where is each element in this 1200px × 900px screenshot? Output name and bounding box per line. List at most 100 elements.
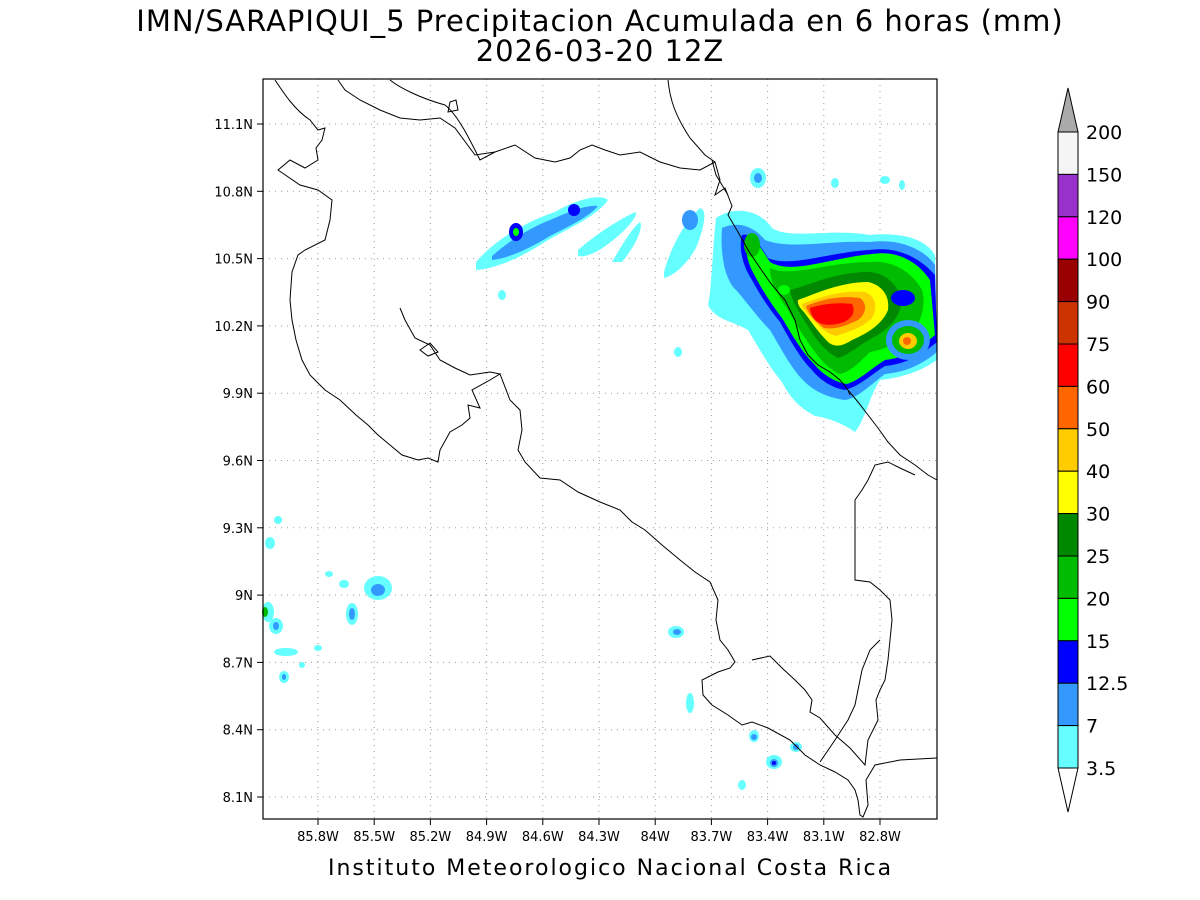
colorbar-swatch: [1057, 216, 1079, 260]
colorbar-label: 40: [1086, 461, 1110, 483]
golfo-dulce: [751, 461, 916, 767]
lon-tick-label: 82.8W: [859, 830, 901, 845]
rain-spot-p12: [299, 662, 305, 668]
lat-tick-label: 11.1N: [214, 118, 253, 133]
pacific-coast: [499, 373, 938, 818]
colorbar-swatch: [1057, 385, 1079, 430]
rain-cell-east-peak: [903, 337, 911, 345]
map-gridlines: [263, 79, 937, 819]
rain-spot-b: [674, 347, 682, 357]
rain-spot-p3: [339, 580, 349, 588]
rain-spot-s3-inner: [751, 734, 757, 740]
lat-tick-label: 9.9N: [223, 387, 253, 402]
rain-spot-s1-inner: [673, 629, 681, 635]
colorbar-label: 25: [1086, 546, 1110, 568]
rain-spot-f: [899, 180, 905, 190]
rain-spot-s4-core: [772, 761, 776, 765]
nicaragua-border-coast: [274, 79, 502, 463]
colorbar-label: 75: [1086, 334, 1110, 356]
rain-system-caribbean: [708, 210, 937, 432]
rain-spot-p8-inner: [282, 674, 286, 680]
lon-tick-label: 83.1W: [803, 830, 845, 845]
lat-tick-label: 8.7N: [223, 656, 253, 671]
rain-spot-p6-inner: [273, 622, 279, 630]
lon-tick-label: 84.6W: [522, 830, 564, 845]
lon-tick-label: 84.9W: [466, 830, 508, 845]
colorbar-swatch: [1057, 513, 1079, 557]
colorbar-label: 30: [1086, 504, 1110, 526]
lat-tick-label: 8.1N: [223, 791, 253, 806]
colorbar-label: 120: [1086, 207, 1122, 229]
lon-tick-label: 84.3W: [578, 830, 620, 845]
rain-spot-s5-inner: [793, 744, 799, 750]
nicaragua-cr-border: [667, 79, 716, 163]
colorbar-bottom-arrow: [1057, 767, 1079, 813]
coastlines: [274, 79, 938, 818]
cr-panama-border-north: [847, 389, 851, 396]
colorbar-top-arrow: [1057, 87, 1079, 133]
colorbar-swatch: [1057, 131, 1079, 175]
rain-contour-60: [810, 303, 854, 325]
lat-tick-label: 8.4N: [223, 724, 253, 739]
lon-tick-label: 84W: [640, 830, 670, 845]
colorbar-swatch: [1057, 470, 1079, 515]
longitude-axis: 85.8W 85.5W 85.2W 84.9W 84.6W 84.3W 84W 83.7W 83…: [297, 819, 901, 845]
precipitation-field: [262, 168, 937, 790]
lon-tick-label: 85.5W: [353, 830, 395, 845]
chart-subtitle-datetime: 2026-03-20 12Z: [475, 34, 725, 68]
colorbar-label: 90: [1086, 292, 1110, 314]
rain-spot-p9: [265, 537, 275, 549]
lon-tick-label: 83.4W: [747, 830, 789, 845]
colorbar-swatch: [1057, 173, 1079, 218]
lat-tick-label: 10.2N: [214, 320, 253, 335]
colorbar-label: 200: [1086, 122, 1122, 144]
lat-tick-label: 10.5N: [214, 253, 253, 268]
colorbar-swatch: [1057, 682, 1079, 727]
lake-island: [447, 99, 459, 113]
map-frame: [262, 78, 938, 820]
footer-credit: Instituto Meteorologico Nacional Costa R…: [328, 856, 894, 881]
colorbar-swatch: [1057, 343, 1079, 387]
lat-tick-label: 9.6N: [223, 455, 253, 470]
colorbar-label: 100: [1086, 249, 1122, 271]
colorbar-label: 60: [1086, 376, 1110, 398]
rain-cell-north: [891, 290, 915, 306]
rain-band-4-inner: [682, 210, 698, 230]
latitude-axis: 11.1N 10.8N 10.5N 10.2N 9.9N 9.6N 9.3N 9N 8.7N 8.…: [214, 118, 263, 806]
colorbar-label: 50: [1086, 419, 1110, 441]
colorbar-swatch: [1057, 555, 1079, 599]
rain-spot-s2: [686, 693, 694, 713]
rain-spot-a: [498, 290, 506, 300]
colorbar-swatch: [1057, 258, 1079, 303]
san-juan-river: [711, 159, 729, 196]
rain-spot-p4: [325, 571, 333, 577]
rain-band-1-peak: [513, 228, 519, 236]
rain-cell-nw2: [778, 285, 790, 295]
rain-cell-nw: [744, 233, 760, 257]
rain-spot-p11: [314, 645, 322, 651]
lat-tick-label: 9.3N: [223, 522, 253, 537]
colorbar-swatch: [1057, 428, 1079, 472]
colorbar-swatch: [1057, 725, 1079, 769]
rain-bands-north: [476, 168, 905, 357]
northern-coast: [337, 79, 938, 481]
rain-band-1-core: [568, 204, 580, 216]
rain-spot-s6: [738, 780, 746, 790]
rain-spot-p1-inner: [371, 584, 385, 596]
colorbar-label: 7: [1086, 716, 1098, 738]
lon-tick-label: 85.2W: [409, 830, 451, 845]
lake-nicaragua-shore: [389, 79, 496, 161]
colorbar-swatch: [1057, 301, 1079, 345]
colorbar-label: 150: [1086, 164, 1122, 186]
colorbar-label: 12.5: [1086, 673, 1128, 695]
colorbar-label: 20: [1086, 588, 1110, 610]
rain-band-2: [578, 212, 636, 257]
rain-spot-p7: [274, 648, 298, 656]
rain-spot-c-inner: [754, 173, 762, 183]
colorbar-swatch: [1057, 597, 1079, 642]
colorbar-swatch: [1057, 640, 1079, 684]
colorbar-label: 3.5: [1086, 758, 1116, 780]
panama-border: [819, 639, 881, 763]
nicoya-gulf-island: [419, 342, 439, 357]
